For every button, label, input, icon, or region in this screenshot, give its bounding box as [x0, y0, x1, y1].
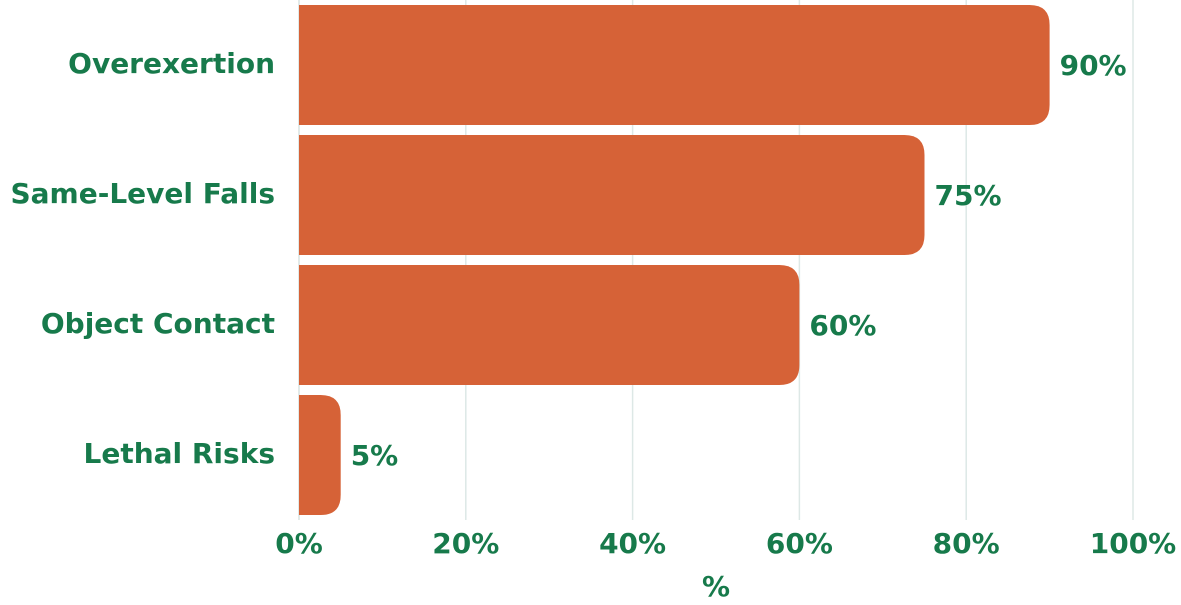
data-label: 75% [935, 179, 1002, 212]
data-label: 5% [351, 439, 399, 472]
y-tick-label: Overexertion [68, 47, 275, 80]
x-tick-label: 60% [766, 527, 833, 560]
x-tick-label: 0% [275, 527, 323, 560]
y-tick-label: Same-Level Falls [10, 177, 275, 210]
x-tick-label: 100% [1090, 527, 1177, 560]
y-tick-label: Lethal Risks [83, 437, 275, 470]
bar [299, 5, 1050, 125]
x-axis-label: % [702, 570, 730, 603]
x-tick-label: 40% [599, 527, 666, 560]
bar [299, 265, 800, 385]
x-tick-label: 80% [933, 527, 1000, 560]
data-label: 60% [809, 309, 876, 342]
bar [299, 135, 925, 255]
x-tick-label: 20% [432, 527, 499, 560]
y-tick-label: Object Contact [41, 307, 275, 340]
bar [299, 395, 341, 515]
data-label: 90% [1060, 49, 1127, 82]
